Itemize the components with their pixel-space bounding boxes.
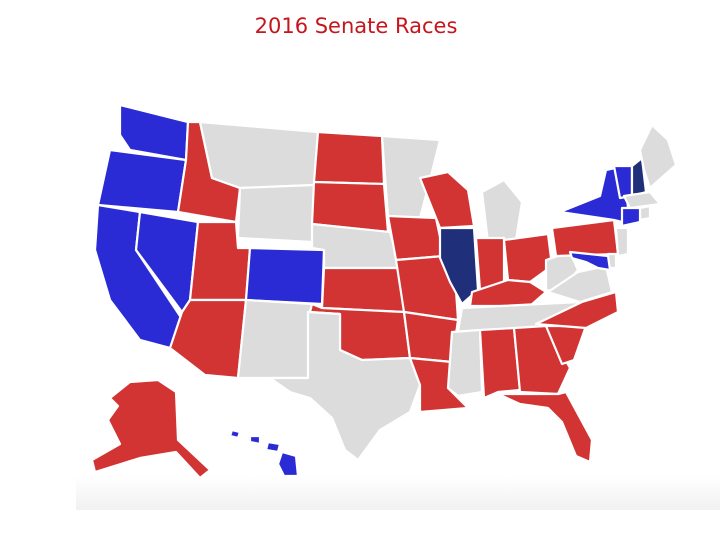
state-il[interactable] [438, 226, 480, 306]
us-map [90, 103, 678, 480]
page-title: 2016 Senate Races [254, 14, 458, 38]
state-nm[interactable] [236, 298, 314, 380]
state-pa[interactable] [550, 218, 620, 258]
state-az[interactable] [168, 298, 248, 380]
state-nc[interactable] [534, 290, 620, 330]
state-mn[interactable] [380, 134, 442, 220]
state-mi[interactable] [480, 178, 524, 244]
state-or[interactable] [96, 148, 188, 214]
state-ia[interactable] [386, 214, 446, 262]
hi-island-oahu [248, 434, 262, 446]
state-mt[interactable] [198, 120, 320, 190]
map-bottom-shade [76, 476, 720, 510]
state-fl[interactable] [496, 390, 594, 464]
hi-island-big [276, 450, 300, 478]
state-wy[interactable] [236, 183, 316, 244]
state-co[interactable] [244, 246, 326, 306]
map-frame [76, 90, 720, 510]
state-ks[interactable] [320, 266, 406, 314]
hi-island-kauai [228, 428, 242, 440]
state-oh[interactable] [502, 232, 554, 284]
state-wi[interactable] [418, 170, 476, 230]
state-ri[interactable] [638, 204, 652, 222]
state-ne[interactable] [310, 222, 402, 270]
hi-island-maui [264, 440, 282, 454]
state-ms[interactable] [446, 328, 484, 398]
state-ak[interactable] [90, 378, 212, 480]
state-md[interactable] [568, 250, 612, 272]
state-me[interactable] [638, 123, 678, 190]
state-ma[interactable] [622, 190, 662, 210]
state-al[interactable] [478, 326, 522, 400]
state-wa[interactable] [118, 103, 190, 162]
state-ct[interactable] [620, 206, 642, 228]
state-hi[interactable] [228, 428, 300, 478]
state-va[interactable] [546, 264, 614, 304]
state-ky[interactable] [468, 278, 548, 308]
state-mo[interactable] [394, 254, 460, 322]
state-ga[interactable] [512, 324, 572, 396]
state-nj[interactable] [614, 226, 630, 258]
state-tx[interactable] [268, 310, 422, 462]
state-nd[interactable] [312, 130, 386, 186]
